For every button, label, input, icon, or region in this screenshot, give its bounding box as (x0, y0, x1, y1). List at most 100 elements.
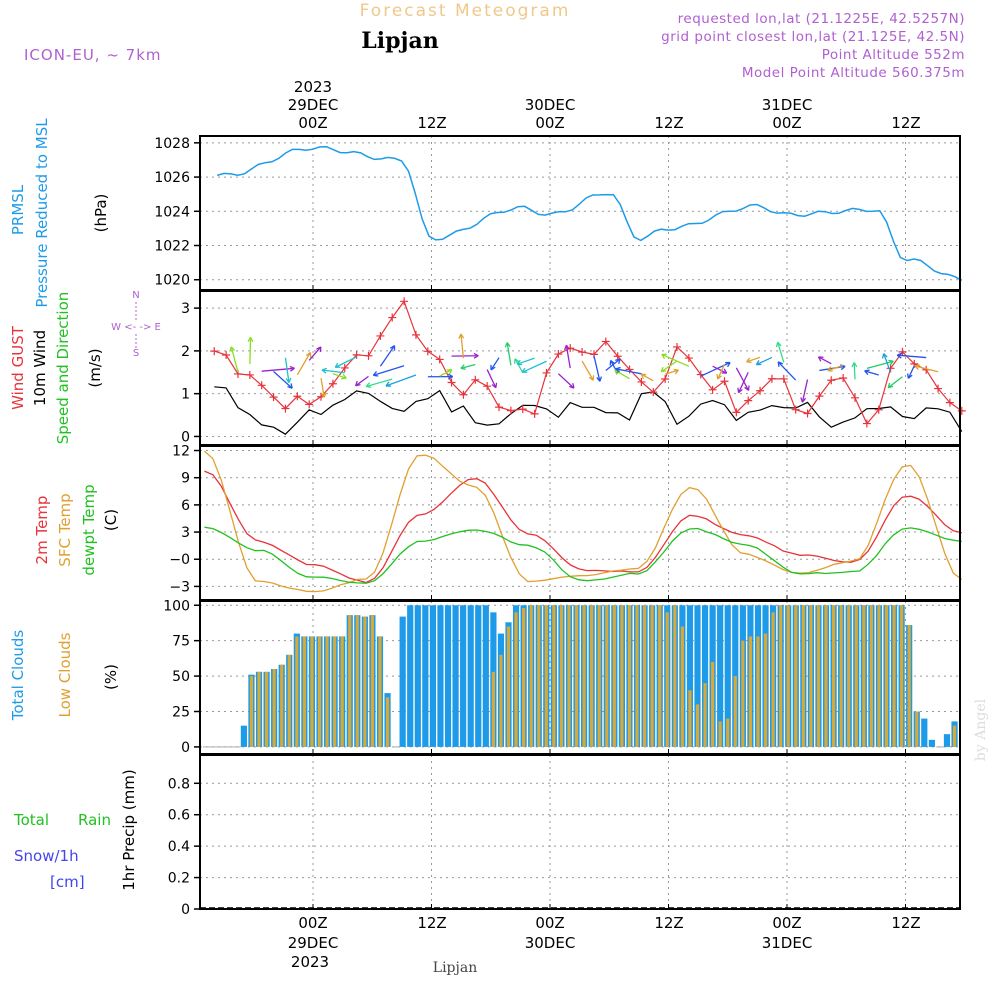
wind-gust-marker-26 (518, 405, 527, 414)
wind-dir-arrow-23 (506, 342, 512, 366)
wind-dir-arrow-9 (321, 369, 345, 374)
wind-dir-arrow-44 (746, 356, 761, 363)
cloud-low-bar-74 (763, 633, 768, 747)
wind-dir-arrowhead-2 (289, 365, 295, 372)
wind-dir-arrow-20 (460, 363, 476, 370)
wind-dir-arrowhead-4 (285, 377, 292, 383)
panel-1-ytick-label-2: 2 (181, 344, 190, 360)
wind-dir-arrowhead-20 (460, 364, 466, 370)
cloud-low-bar-38 (491, 671, 495, 747)
compass-we: W <- -> E (111, 322, 161, 333)
panel-1-ytick-label-3: 3 (181, 301, 190, 317)
panel-4-ytick-label-4: 0.8 (168, 776, 190, 792)
wind-gust-marker-22 (471, 375, 480, 384)
watermark: by Angel (973, 698, 989, 761)
wind-dir-arrowhead-34 (615, 366, 621, 373)
panel-1-frame (199, 290, 961, 446)
wind-gust-marker-24 (495, 403, 504, 412)
wind-dir-arrow-29 (581, 360, 594, 381)
wind-dir-arrowhead-42 (744, 385, 750, 391)
top-hour-2: 00Z (535, 114, 564, 132)
cloud-low-bar-82 (824, 605, 828, 747)
prmsl-line (216, 145, 963, 281)
cloud-low-bar-50 (582, 605, 586, 747)
wind-gust-marker-54 (850, 393, 859, 402)
faint-title: Forecast Meteogram (360, 1, 571, 21)
point-altitude: Point Altitude 552m (822, 47, 965, 63)
temp-unit: (C) (102, 509, 120, 531)
wind-dir-arrowhead-35 (640, 373, 647, 379)
wind-gust-marker-43 (720, 377, 729, 386)
wind-dir-arrow-19 (460, 333, 465, 359)
wind-dir-arrow-2 (261, 367, 295, 372)
wind-dir-arrow-30 (593, 355, 601, 382)
cloud-low-bar-69 (726, 718, 730, 747)
wind-dir-arrow-51 (827, 364, 844, 372)
cloud-low-bar-87 (862, 605, 866, 747)
cloud-low-bar-44 (537, 605, 541, 747)
wind-gust-marker-50 (803, 409, 812, 418)
footer-location: Lipjan (433, 960, 477, 976)
wind-dir-arrowhead-23 (504, 342, 511, 348)
wind-dir-arrowhead-25 (516, 359, 523, 366)
cloud-low-bar-53 (605, 605, 609, 747)
panel-3-ytick-label-1: 25 (172, 705, 190, 721)
cloud-low-bar-48 (567, 605, 571, 747)
wind-dir-arrowhead-45 (755, 360, 762, 366)
cloud-total-bar-33 (452, 605, 459, 747)
wind-gust-marker-61 (934, 384, 943, 393)
top-year-label: 2023 (294, 78, 332, 96)
wind-dir-arrowhead-18 (473, 352, 479, 359)
wind-dir-arrow-33 (614, 369, 630, 380)
requested-coords: requested lon,lat (21.1225E, 42.5257N) (678, 11, 965, 27)
wind-dir-arrowhead-8 (341, 373, 347, 380)
temp-sfc-label: SFC Temp (56, 493, 74, 566)
cloud-low-bar-10 (280, 664, 284, 747)
cloud-low-bar-24 (385, 697, 390, 747)
cloud-low-bar-99 (952, 725, 957, 747)
wind-gust-marker-21 (459, 390, 468, 399)
wind-dir-arrow-58 (897, 354, 927, 359)
wind-gust-marker-55 (862, 419, 871, 428)
wind-dir-arrowhead-57 (906, 373, 913, 379)
grid-point-coords: grid point closest lon,lat (21.125E, 42.… (661, 29, 965, 45)
top-hour-0: 00Z (298, 114, 327, 132)
cloud-low-bar-92 (900, 605, 904, 747)
wind-dir-arrowhead-59 (914, 364, 920, 371)
wind-dir-arrow-59 (914, 365, 939, 373)
wind-gust-marker-47 (767, 374, 776, 383)
cloud-low-bar-67 (711, 661, 715, 747)
cloud-low-bar-46 (552, 605, 556, 747)
wind-dir-arrowhead-5 (305, 351, 312, 358)
cloud-low-bar-23 (378, 636, 382, 747)
wind-dir-arrowhead-31 (615, 358, 621, 364)
panel-3-ytick-label-4: 100 (163, 598, 190, 614)
cloud-total-bar-98 (943, 734, 951, 747)
cloud-low-bar-22 (370, 615, 375, 747)
pressure-label-1: PRMSL (9, 184, 27, 235)
wind-dir-arrowhead-48 (800, 397, 807, 403)
wind-dir-arrow-56 (887, 376, 903, 389)
cloud-low-bar-94 (915, 711, 919, 747)
panel-1-ytick-label-1: 1 (181, 387, 190, 403)
wind-gust-marker-38 (661, 374, 670, 383)
cloud-total-bar-64 (686, 605, 694, 747)
clouds-total-label: Total Clouds (9, 630, 27, 722)
wind-dir-arrowhead-55 (881, 353, 888, 359)
wind-dir-arrowhead-1 (247, 337, 254, 343)
cloud-total-bar-26 (399, 616, 406, 747)
wind-dir-arrow-3 (273, 371, 293, 389)
top-hour-3: 12Z (654, 114, 683, 132)
wind-gust-marker-6 (281, 404, 290, 413)
wind-dir-arrow-37 (660, 360, 678, 373)
cloud-low-bar-14 (310, 636, 314, 747)
wind-dir-arrow-1 (249, 337, 252, 364)
cloud-low-bar-42 (522, 608, 526, 747)
wind-dir-arrowhead-28 (563, 344, 570, 351)
wind-dir-arrowhead-29 (588, 375, 595, 381)
cloud-total-bar-31 (437, 605, 444, 747)
cloud-total-bar-5 (240, 725, 247, 747)
wind-dir-arrow-24 (514, 358, 524, 373)
panel-0-frame (199, 135, 961, 291)
wind-dir-arrow-48 (801, 379, 809, 403)
